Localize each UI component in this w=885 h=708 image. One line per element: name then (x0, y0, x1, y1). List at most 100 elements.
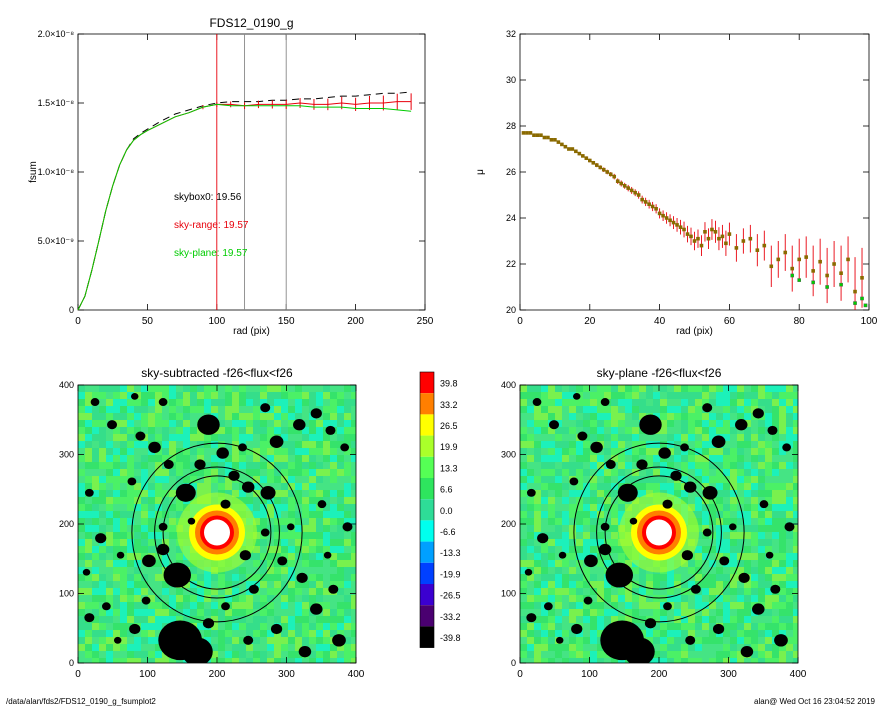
subimg-noise-pixel (309, 476, 316, 483)
planeimg-noise-pixel (758, 420, 765, 427)
planeimg-noise-pixel (674, 399, 681, 406)
subimg-noise-pixel (99, 616, 106, 623)
subimg-noise-pixel (127, 539, 134, 546)
planeimg-noise-pixel (646, 595, 653, 602)
planeimg-noise-pixel (590, 455, 597, 462)
subimg-noise-pixel (253, 413, 260, 420)
subimg-noise-pixel (281, 588, 288, 595)
subimg-noise-pixel (344, 602, 351, 609)
planeimg-noise-pixel (730, 630, 737, 637)
planeimg-noise-pixel (632, 413, 639, 420)
subimg-noise-pixel (141, 546, 148, 553)
subimg-noise-pixel (260, 574, 267, 581)
planeimg-noise-pixel (527, 427, 534, 434)
subimg-noise-pixel (211, 588, 218, 595)
planeimg-noise-pixel (548, 588, 555, 595)
subimg-noise-pixel (288, 469, 295, 476)
planeimg-noise-pixel (758, 546, 765, 553)
subimg-noise-pixel (323, 504, 330, 511)
subimg-noise-pixel (85, 602, 92, 609)
planeimg-noise-pixel (534, 511, 541, 518)
planeimg-noise-pixel (569, 560, 576, 567)
subimg-noise-pixel (337, 497, 344, 504)
subimg-noise-pixel (225, 385, 232, 392)
subimg-noise-pixel (260, 658, 267, 663)
subimg-noise-pixel (337, 546, 344, 553)
planeimg-noise-pixel (541, 420, 548, 427)
subimg-noise-pixel (295, 616, 302, 623)
planeimg-noise-pixel (716, 658, 723, 663)
subimg-noise-pixel (351, 455, 356, 462)
planeimg-noise-pixel (758, 518, 765, 525)
subimg-noise-pixel (232, 448, 239, 455)
subimg-noise-pixel (239, 497, 246, 504)
subimg-noise-pixel (267, 602, 274, 609)
planeimg-noise-pixel (695, 546, 702, 553)
planeimg-noise-pixel (702, 392, 709, 399)
subimg-mask-blob (340, 443, 350, 452)
subimg-noise-pixel (113, 511, 120, 518)
subimg-noise-pixel (225, 399, 232, 406)
subimg-noise-pixel (120, 567, 127, 574)
subimg-noise-pixel (281, 462, 288, 469)
mu-point (832, 262, 836, 266)
planeimg-noise-pixel (758, 525, 765, 532)
planeimg-noise-pixel (674, 644, 681, 651)
subimg-noise-pixel (253, 574, 260, 581)
planeimg-noise-pixel (716, 462, 723, 469)
subimg-noise-pixel (267, 616, 274, 623)
subimg-noise-pixel (85, 448, 92, 455)
planeimg-noise-pixel (604, 434, 611, 441)
mu-frame (519, 33, 870, 311)
subimg-noise-pixel (78, 581, 85, 588)
subimg-noise-pixel (323, 511, 330, 518)
subimg-noise-pixel (267, 399, 274, 406)
subimg-noise-pixel (351, 525, 356, 532)
planeimg-noise-pixel (737, 602, 744, 609)
subimg-noise-pixel (190, 602, 197, 609)
planeimg-noise-pixel (639, 434, 646, 441)
subimg-noise-pixel (274, 413, 281, 420)
planeimg-noise-pixel (772, 546, 779, 553)
planeimg-noise-pixel (604, 609, 611, 616)
planeimg-noise-pixel (709, 630, 716, 637)
subimg-noise-pixel (99, 553, 106, 560)
planeimg-noise-pixel (667, 595, 674, 602)
subimg-noise-pixel (344, 511, 351, 518)
planeimg-noise-pixel (702, 567, 709, 574)
planeimg-noise-pixel (772, 532, 779, 539)
planeimg-noise-pixel (758, 511, 765, 518)
planeimg-noise-pixel (786, 455, 793, 462)
planeimg-noise-pixel (625, 427, 632, 434)
subimg-noise-pixel (113, 546, 120, 553)
subimg-noise-pixel (281, 385, 288, 392)
planeimg-noise-pixel (548, 560, 555, 567)
planeimg-noise-pixel (772, 595, 779, 602)
planeimg-noise-pixel (702, 448, 709, 455)
planeimg-noise-pixel (709, 434, 716, 441)
planeimg-noise-pixel (604, 441, 611, 448)
planeimg-noise-pixel (681, 455, 688, 462)
planeimg-noise-pixel (632, 434, 639, 441)
subimg-noise-pixel (253, 399, 260, 406)
planeimg-noise-pixel (646, 455, 653, 462)
subimg-noise-pixel (351, 434, 356, 441)
subimg-noise-pixel (127, 588, 134, 595)
subimg-noise-pixel (162, 532, 169, 539)
subimg-noise-pixel (162, 518, 169, 525)
planeimg-noise-pixel (702, 539, 709, 546)
subimg-noise-pixel (316, 623, 323, 630)
subimg-noise-pixel (253, 595, 260, 602)
subimg-noise-pixel (337, 539, 344, 546)
subimg-noise-pixel (113, 427, 120, 434)
subimg-noise-pixel (134, 504, 141, 511)
subimg-noise-pixel (78, 595, 85, 602)
planeimg-noise-pixel (562, 504, 569, 511)
subimg-noise-pixel (120, 497, 127, 504)
planeimg-noise-pixel (590, 497, 597, 504)
planeimg-noise-pixel (527, 581, 534, 588)
planeimg-aperture-ring (596, 466, 722, 599)
subimg-noise-pixel (239, 630, 246, 637)
subimg-noise-pixel (148, 644, 155, 651)
subimg-noise-pixel (113, 413, 120, 420)
